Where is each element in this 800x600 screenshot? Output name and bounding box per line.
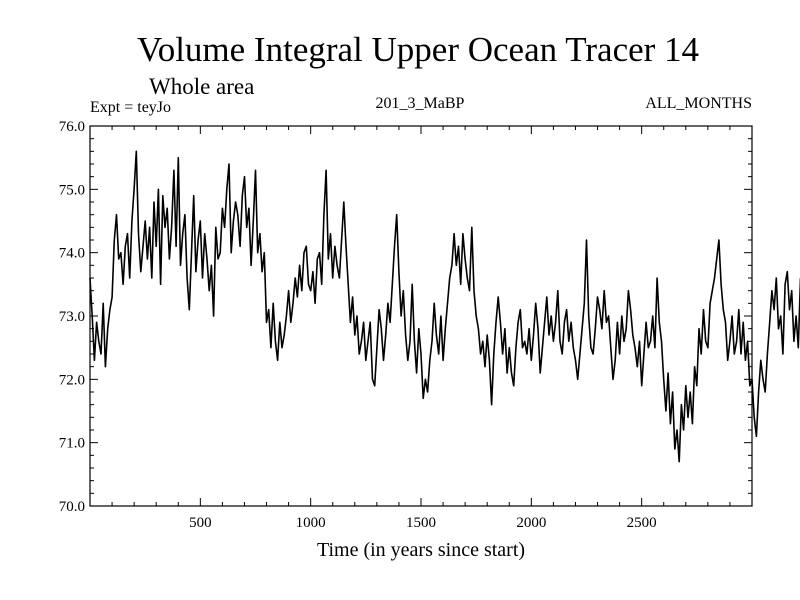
plot-frame	[89, 125, 753, 507]
x-tick-label: 500	[189, 515, 212, 531]
y-tick-label: 75.0	[59, 182, 85, 198]
x-axis-label: Time (in years since start)	[317, 539, 525, 561]
x-tick-label: 1000	[296, 515, 326, 531]
x-tick-label: 2000	[516, 515, 546, 531]
y-tick-label: 74.0	[59, 246, 85, 262]
x-axis: 500 1000 1500 2000 2500	[111, 126, 731, 531]
x-tick-label: 2500	[627, 515, 657, 531]
y-tick-label: 76.0	[59, 119, 85, 135]
chart-subtitle: Whole area	[149, 74, 254, 99]
y-tick-label: 73.0	[59, 309, 85, 325]
x-tick-label: 1500	[406, 515, 436, 531]
experiment-label: Expt = teyJo	[90, 99, 171, 116]
y-tick-label: 72.0	[59, 372, 85, 388]
y-tick-label: 71.0	[59, 436, 85, 452]
series-line	[89, 150, 800, 463]
y-tick-label: 70.0	[59, 499, 85, 515]
months-label: ALL_MONTHS	[645, 95, 752, 112]
y-axis: 70.0 71.0 72.0 73.0 74.0 75.0 76.0	[59, 119, 752, 515]
chart-title: Volume Integral Upper Ocean Tracer 14	[137, 30, 699, 69]
run-label: 201_3_MaBP	[376, 95, 465, 112]
